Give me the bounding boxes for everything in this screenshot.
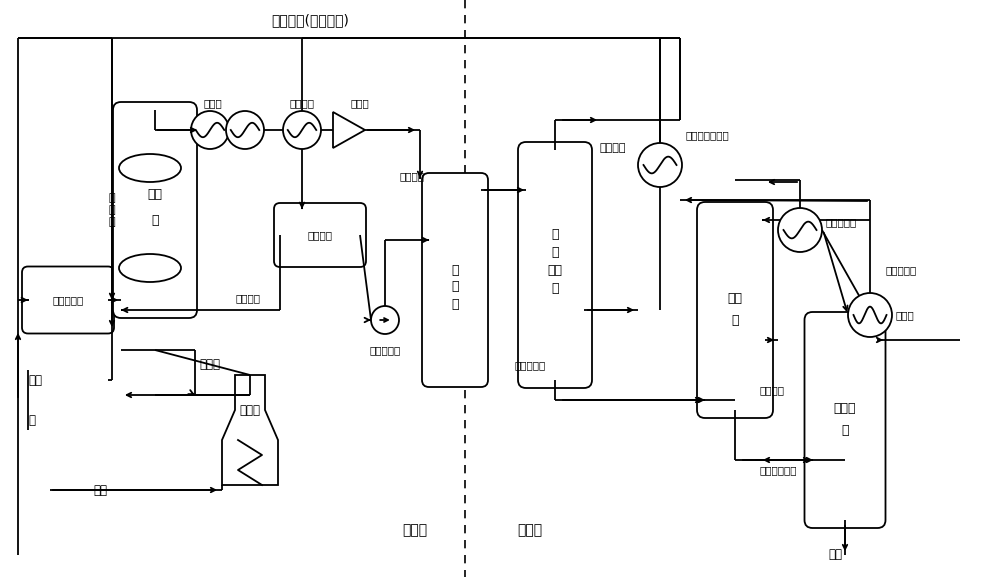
- Text: 塔: 塔: [551, 283, 559, 295]
- Text: 甲苯: 甲苯: [548, 264, 562, 278]
- Circle shape: [191, 111, 229, 149]
- Text: 器: 器: [151, 213, 159, 227]
- Text: 热回收: 热回收: [204, 98, 222, 108]
- Text: 反应: 反应: [148, 189, 162, 201]
- Text: 苯: 苯: [551, 228, 559, 242]
- Circle shape: [848, 293, 892, 337]
- Text: 蒸汽: 蒸汽: [93, 484, 107, 496]
- Circle shape: [226, 111, 264, 149]
- FancyBboxPatch shape: [113, 102, 197, 318]
- Text: 塔: 塔: [841, 424, 849, 436]
- Text: 、: 、: [551, 246, 559, 260]
- Text: 乙苯塔进料: 乙苯塔进料: [514, 360, 546, 370]
- Text: 苯、甲苯: 苯、甲苯: [600, 143, 626, 153]
- Text: 蒸发进料泵: 蒸发进料泵: [369, 345, 401, 355]
- FancyBboxPatch shape: [697, 202, 773, 418]
- Text: 42kPa: 42kPa: [134, 163, 166, 173]
- FancyBboxPatch shape: [274, 203, 366, 267]
- Text: 冷凝冷却: 冷凝冷却: [290, 98, 314, 108]
- FancyBboxPatch shape: [22, 267, 114, 334]
- Text: 脱氢进料罐: 脱氢进料罐: [52, 295, 84, 305]
- Text: 脱氢尾气: 脱氢尾气: [400, 171, 425, 181]
- Circle shape: [778, 208, 822, 252]
- Text: 乙苯: 乙苯: [28, 373, 42, 387]
- Text: 后冷器: 后冷器: [895, 310, 914, 320]
- Text: 蒸汽加热再沸器: 蒸汽加热再沸器: [685, 130, 729, 140]
- Text: 水: 水: [28, 414, 35, 426]
- Text: 压缩机: 压缩机: [351, 98, 369, 108]
- Text: 加热炉: 加热炉: [240, 403, 260, 417]
- Text: 苯乙烯、焦油: 苯乙烯、焦油: [760, 465, 798, 475]
- Circle shape: [283, 111, 321, 149]
- Text: 油水分离: 油水分离: [308, 230, 332, 240]
- Text: 水蒸气: 水蒸气: [200, 358, 220, 372]
- Text: 塔: 塔: [731, 313, 739, 327]
- Text: 75kPa: 75kPa: [134, 263, 166, 273]
- FancyBboxPatch shape: [804, 312, 886, 528]
- Text: 乙苯、水(汽液混合): 乙苯、水(汽液混合): [271, 13, 349, 27]
- Text: 脱: 脱: [451, 264, 459, 276]
- Text: 苯乙烯产品: 苯乙烯产品: [885, 265, 916, 275]
- Ellipse shape: [119, 154, 181, 182]
- Ellipse shape: [119, 254, 181, 282]
- Text: 乙
苯
水: 乙 苯 水: [109, 193, 115, 227]
- Text: 氢: 氢: [451, 280, 459, 294]
- Text: 精馏区: 精馏区: [517, 523, 543, 537]
- Text: 反应区: 反应区: [402, 523, 428, 537]
- Polygon shape: [222, 375, 278, 485]
- Text: 液液再沸器: 液液再沸器: [825, 217, 856, 227]
- Text: 乙苯: 乙苯: [728, 291, 742, 305]
- Text: 循环乙苯: 循环乙苯: [760, 385, 785, 395]
- Circle shape: [638, 143, 682, 187]
- Polygon shape: [333, 112, 365, 148]
- FancyBboxPatch shape: [422, 173, 488, 387]
- Text: 焦油: 焦油: [828, 549, 842, 561]
- Text: 工艺凝液: 工艺凝液: [236, 293, 260, 303]
- Circle shape: [371, 306, 399, 334]
- FancyBboxPatch shape: [518, 142, 592, 388]
- Text: 苯乙烯: 苯乙烯: [834, 402, 856, 414]
- Text: 液: 液: [451, 298, 459, 310]
